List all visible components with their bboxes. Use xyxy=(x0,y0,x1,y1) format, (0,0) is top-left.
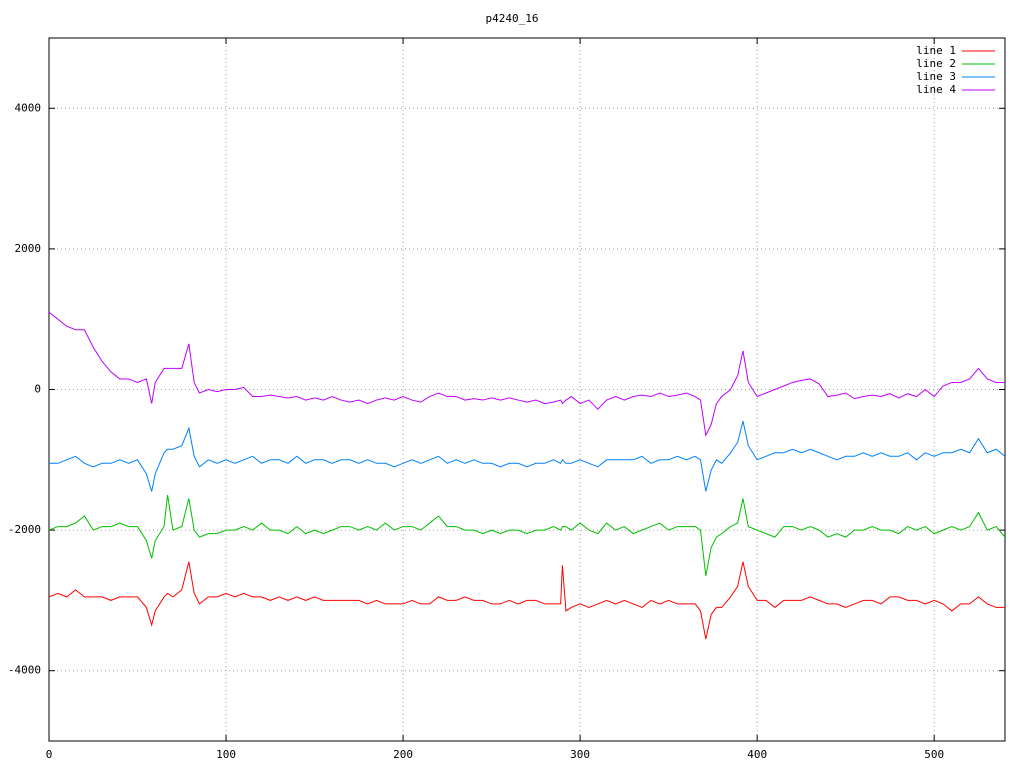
y-tick-label: -2000 xyxy=(8,523,41,536)
y-tick-label: 2000 xyxy=(15,242,42,255)
data-line xyxy=(48,311,1005,437)
data-line xyxy=(48,561,1005,640)
y-tick-label: 4000 xyxy=(15,101,42,114)
legend-label: line 3 xyxy=(916,70,956,83)
x-tick-label: 500 xyxy=(924,748,944,761)
legend-label: line 2 xyxy=(916,57,956,70)
x-tick-label: 400 xyxy=(747,748,767,761)
data-line xyxy=(48,494,1006,576)
x-tick-label: 0 xyxy=(46,748,53,761)
plot-border xyxy=(48,37,1006,742)
y-tick-label: 0 xyxy=(34,383,41,396)
legend-label: line 4 xyxy=(916,83,956,96)
legend-label: line 1 xyxy=(916,44,956,57)
y-tick-label: -4000 xyxy=(8,664,41,677)
x-tick-label: 300 xyxy=(570,748,590,761)
chart-title: p4240_16 xyxy=(486,12,539,25)
x-tick-label: 100 xyxy=(216,748,236,761)
x-tick-label: 200 xyxy=(393,748,413,761)
data-line xyxy=(49,421,1006,492)
